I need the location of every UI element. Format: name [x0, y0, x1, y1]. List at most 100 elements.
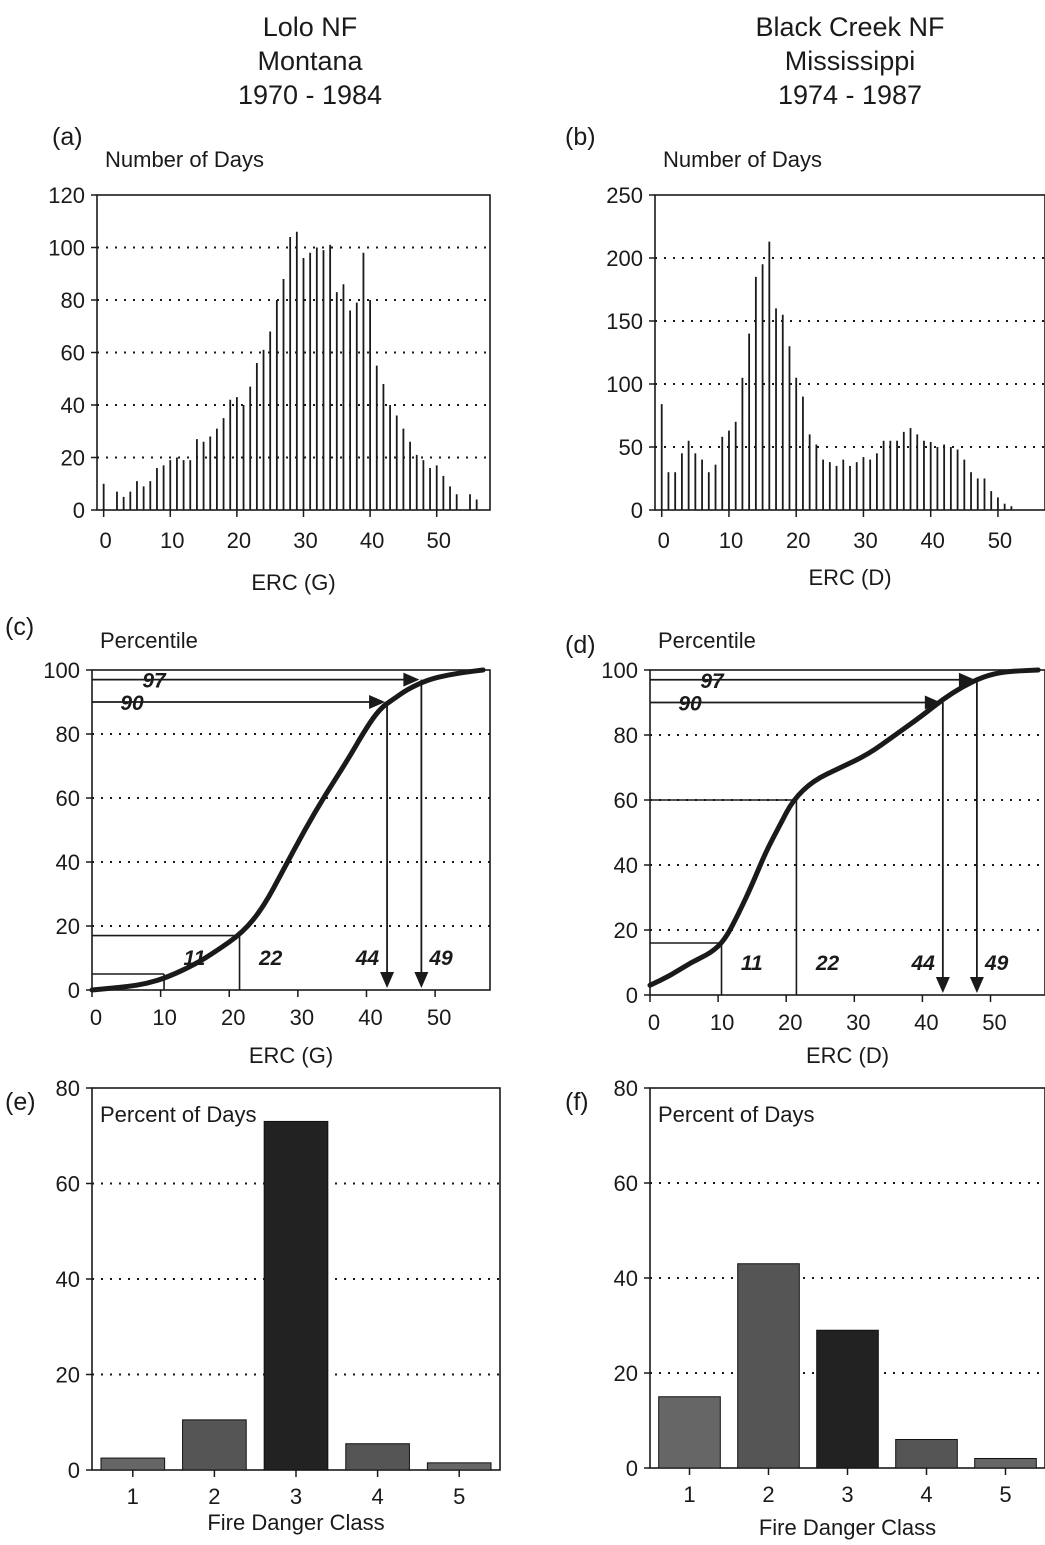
y-axis-label: Percentile	[658, 628, 756, 653]
y-tick-label: 50	[619, 435, 643, 460]
x-tick-label: 0	[648, 1010, 660, 1035]
class-bar	[426, 1462, 492, 1471]
x-tick-label: 40	[914, 1010, 938, 1035]
forest-years: 1970 - 1984	[237, 80, 383, 110]
x-tick-label: 10	[160, 528, 184, 553]
arrowhead-right	[403, 672, 420, 687]
x-tick-label: 20	[778, 1010, 802, 1035]
erc-value-label: 11	[741, 952, 763, 975]
forest-name: Black Creek NF	[755, 12, 945, 42]
y-tick-label: 0	[68, 1458, 80, 1483]
class-bar	[737, 1263, 800, 1469]
y-tick-label: 0	[73, 498, 85, 523]
erc-value-label: 22	[815, 952, 840, 975]
y-tick-label: 250	[606, 183, 643, 208]
column-title-right: Black Creek NF Mississippi 1974 - 1987	[650, 10, 1045, 112]
x-axis-label: Fire Danger Class	[759, 1515, 936, 1540]
class-bar	[345, 1443, 410, 1471]
panel-label: (a)	[52, 123, 83, 151]
x-tick-label: 10	[152, 1005, 176, 1030]
arrowhead-down	[380, 972, 395, 988]
y-axis-label: Number of Days	[663, 147, 822, 172]
y-tick-label: 40	[56, 1267, 80, 1292]
y-tick-label: 80	[614, 723, 638, 748]
y-tick-label: 100	[606, 372, 643, 397]
x-tick-label: 5	[999, 1482, 1011, 1507]
panel-label: (f)	[565, 1088, 589, 1116]
x-tick-label: 50	[427, 1005, 451, 1030]
y-tick-label: 60	[614, 1171, 638, 1196]
x-tick-label: 20	[221, 1005, 245, 1030]
y-tick-label: 0	[68, 978, 80, 1003]
y-axis-label: Percent of Days	[658, 1102, 815, 1127]
arrowhead-down	[935, 977, 950, 993]
x-tick-label: 10	[719, 528, 743, 553]
class-bar	[816, 1329, 879, 1469]
y-tick-label: 0	[626, 983, 638, 1008]
y-tick-label: 0	[626, 1456, 638, 1481]
y-tick-label: 20	[56, 1363, 80, 1388]
class-bar	[100, 1457, 166, 1471]
y-tick-label: 20	[56, 914, 80, 939]
y-tick-label: 20	[61, 446, 85, 471]
x-tick-label: 40	[920, 528, 944, 553]
x-tick-label: 3	[290, 1484, 302, 1509]
erc-value-label: 49	[984, 952, 1009, 975]
erc-value-label: 44	[355, 947, 380, 970]
panel-label: (e)	[5, 1088, 36, 1116]
y-tick-label: 40	[56, 850, 80, 875]
x-tick-label: 5	[453, 1484, 465, 1509]
y-tick-label: 60	[56, 1172, 80, 1197]
x-tick-label: 0	[100, 528, 112, 553]
y-tick-label: 20	[614, 918, 638, 943]
y-tick-label: 60	[61, 341, 85, 366]
class-bar	[658, 1396, 721, 1469]
y-tick-label: 120	[48, 183, 85, 208]
column-title-left: Lolo NF Montana 1970 - 1984	[110, 10, 510, 112]
x-tick-label: 3	[841, 1482, 853, 1507]
x-tick-label: 40	[360, 528, 384, 553]
class-bar	[182, 1419, 247, 1471]
x-tick-label: 30	[290, 1005, 314, 1030]
y-tick-label: 80	[56, 722, 80, 747]
class-bar	[895, 1439, 958, 1469]
y-tick-label: 40	[614, 853, 638, 878]
plot-frame	[649, 669, 1045, 996]
percentile-curve	[647, 667, 1041, 988]
x-axis-label: Fire Danger Class	[207, 1510, 384, 1535]
erc-value-label: 11	[183, 947, 205, 970]
y-tick-label: 100	[48, 236, 85, 261]
arrowhead-down	[414, 972, 429, 988]
erc-value-label: 44	[910, 952, 935, 975]
forest-name: Lolo NF	[262, 12, 358, 42]
y-tick-label: 80	[614, 1076, 638, 1101]
forest-state: Mississippi	[784, 46, 916, 76]
y-tick-label: 60	[56, 786, 80, 811]
x-tick-label: 30	[293, 528, 317, 553]
x-tick-label: 4	[371, 1484, 383, 1509]
y-tick-label: 150	[606, 309, 643, 334]
y-axis-label: Percent of Days	[100, 1102, 257, 1127]
x-tick-label: 40	[358, 1005, 382, 1030]
arrowhead-right	[958, 672, 975, 687]
y-axis-label: Number of Days	[105, 147, 264, 172]
panel-label: (b)	[565, 123, 596, 151]
x-tick-label: 30	[853, 528, 877, 553]
class-bar	[974, 1458, 1037, 1469]
y-tick-label: 100	[601, 658, 638, 683]
y-tick-label: 40	[61, 393, 85, 418]
x-tick-label: 50	[982, 1010, 1006, 1035]
percentile-label: 97	[700, 670, 725, 693]
y-axis-label: Percentile	[100, 628, 198, 653]
percentile-label: 97	[142, 670, 167, 693]
x-axis-label: ERC (G)	[249, 1043, 333, 1068]
plot-frame	[91, 669, 491, 991]
x-tick-label: 0	[90, 1005, 102, 1030]
y-tick-label: 100	[43, 658, 80, 683]
y-tick-label: 20	[614, 1361, 638, 1386]
percentile-label: 90	[120, 692, 144, 715]
x-tick-label: 4	[920, 1482, 932, 1507]
x-tick-label: 2	[208, 1484, 220, 1509]
x-tick-label: 2	[762, 1482, 774, 1507]
